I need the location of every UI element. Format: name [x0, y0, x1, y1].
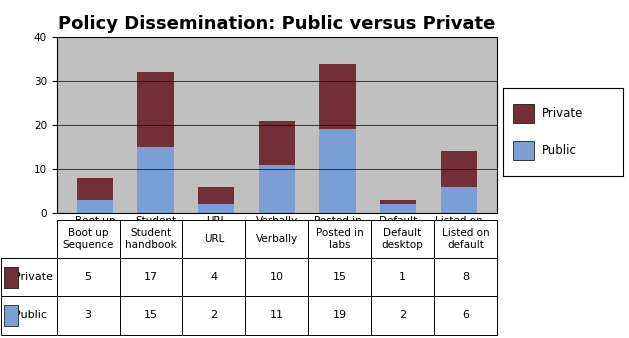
Bar [259, 121, 295, 165]
Title: Policy Dissemination: Public versus Private: Policy Dissemination: Public versus Priv… [58, 15, 496, 33]
Bar [440, 151, 477, 187]
Bar [137, 72, 174, 147]
Bar [380, 204, 416, 213]
Bar [198, 204, 235, 213]
Bar [198, 187, 235, 204]
Bar [513, 141, 534, 160]
Text: Public: Public [542, 144, 576, 157]
Bar [4, 305, 18, 326]
Bar [440, 187, 477, 213]
Bar [259, 165, 295, 213]
Bar [380, 200, 416, 204]
Bar [77, 178, 113, 200]
Bar [77, 200, 113, 213]
Bar [513, 104, 534, 123]
Bar [319, 129, 355, 213]
Bar [4, 267, 18, 288]
Text: Private: Private [542, 107, 583, 120]
Bar [319, 64, 355, 129]
Bar [137, 147, 174, 213]
